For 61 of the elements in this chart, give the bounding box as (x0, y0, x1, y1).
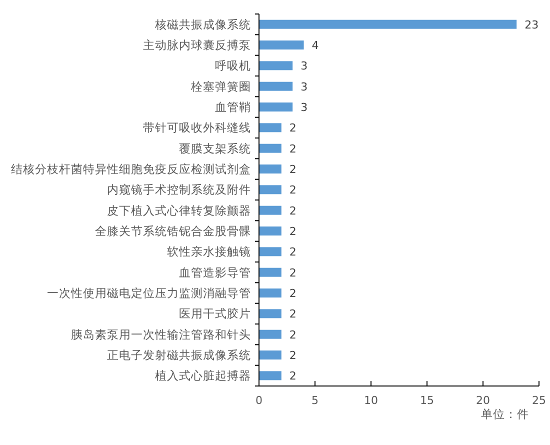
data-label: 2 (289, 308, 296, 321)
y-tick-label: 全膝关节系统锆铌合金股骨髁 (95, 224, 251, 238)
bar (259, 226, 282, 236)
y-tick-label: 内窥镜手术控制系统及附件 (107, 182, 251, 197)
bar (259, 288, 282, 298)
data-label: 2 (289, 328, 296, 342)
y-tick-label: 正电子发射磁共振成像系统 (107, 348, 251, 362)
bar (259, 330, 282, 339)
bar (259, 371, 282, 380)
data-label: 2 (289, 204, 296, 218)
y-tick-label: 医用干式胶片 (179, 306, 251, 321)
text: 单位：件 (481, 407, 529, 421)
data-label: 2 (289, 122, 296, 135)
data-label: 2 (289, 349, 296, 362)
data-label: 2 (289, 163, 296, 176)
data-label: 4 (312, 39, 319, 52)
y-tick-label: 主动脉内球囊反搏泵 (143, 38, 251, 52)
y-tick-label: 皮下植入式心律转复除颤器 (107, 203, 251, 218)
bar (259, 350, 282, 360)
x-tick-label: 20 (476, 394, 490, 407)
bar (259, 206, 282, 215)
data-label: 2 (289, 246, 296, 259)
bar (259, 185, 282, 194)
bar (259, 82, 293, 91)
data-label: 3 (300, 101, 308, 114)
bar (259, 102, 293, 112)
y-tick-label: 植入式心脏起搏器 (155, 368, 251, 383)
data-label: 2 (289, 287, 296, 300)
data-label: 2 (289, 266, 296, 280)
y-tick-label: 一次性使用磁电定位压力监测消融导管 (47, 286, 251, 300)
y-tick-label: 带针可吸收外科缝线 (143, 120, 251, 135)
bar (259, 40, 304, 50)
data-label: 23 (524, 18, 539, 32)
bar (259, 61, 293, 70)
y-tick-label: 覆膜支架系统 (179, 141, 251, 156)
x-tick-label: 15 (420, 394, 434, 407)
data-label: 3 (300, 60, 308, 73)
bar (259, 268, 282, 277)
y-tick-label: 栓塞弹簧圈 (190, 79, 251, 94)
bar (259, 144, 282, 153)
data-label: 2 (289, 225, 296, 238)
y-tick-label: 呼吸机 (215, 58, 251, 73)
y-tick-label: 结核分枝杆菌特异性细胞免疫反应检测试剂盒 (11, 162, 251, 176)
y-tick-label: 软性亲水接触镜 (167, 244, 251, 259)
bar (259, 164, 282, 174)
y-tick-label: 血管鞘 (215, 100, 251, 114)
data-label: 2 (289, 142, 296, 156)
data-label: 3 (300, 80, 308, 94)
bar (259, 309, 282, 318)
x-tick-label: 5 (312, 394, 318, 407)
y-tick-label: 胰岛素泵用一次性输注管路和针头 (71, 327, 251, 342)
y-tick-label: 血管造影导管 (179, 265, 251, 280)
bar (259, 247, 282, 256)
bar (259, 20, 517, 29)
x-tick-label: 10 (364, 394, 378, 407)
bar (259, 123, 282, 132)
x-tick-label: 0 (256, 394, 262, 407)
data-label: 2 (289, 184, 296, 197)
data-label: 2 (289, 370, 296, 383)
x-tick-label: 25 (532, 394, 546, 407)
y-tick-label: 核磁共振成像系统 (154, 17, 251, 32)
